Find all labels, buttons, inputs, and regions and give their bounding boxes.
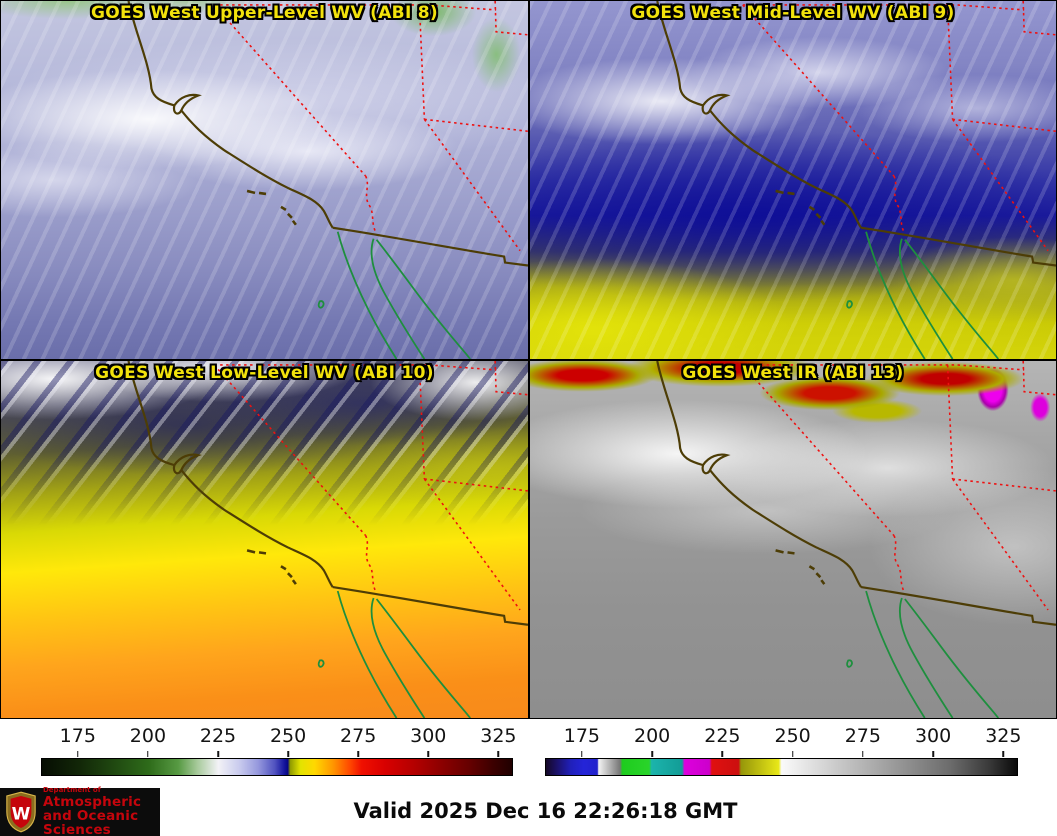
cloud-streak-texture bbox=[1, 361, 528, 526]
tick-label: 175 bbox=[563, 725, 601, 747]
tick-label: 175 bbox=[59, 725, 96, 747]
panel-low-level-wv: GOES West Low-Level WV (ABI 10) bbox=[0, 360, 529, 719]
tick-label: 225 bbox=[199, 725, 237, 747]
tick-label: 275 bbox=[844, 725, 881, 747]
map-overlay bbox=[127, 1, 528, 359]
ir-colorbar-tick-labels: 175 200 225 250 275 300 325 bbox=[545, 724, 1022, 751]
panel-mid-level-wv: GOES West Mid-Level WV (ABI 9) bbox=[529, 0, 1057, 360]
tick-label: 325 bbox=[480, 725, 517, 747]
panel-title-abi10: GOES West Low-Level WV (ABI 10) bbox=[95, 363, 434, 383]
panel-title-abi13: GOES West IR (ABI 13) bbox=[682, 363, 904, 383]
cloud-streak-texture bbox=[1, 1, 528, 359]
map-overlay bbox=[655, 1, 1056, 359]
panel-upper-level-wv: GOES West Upper-Level WV (ABI 8) bbox=[0, 0, 529, 360]
tick-label: 325 bbox=[985, 725, 1022, 747]
wv-colorbar-gradient bbox=[41, 758, 513, 776]
map-overlay bbox=[127, 361, 528, 718]
uw-crest-icon: W bbox=[6, 791, 36, 833]
panel-title-abi9: GOES West Mid-Level WV (ABI 9) bbox=[631, 3, 955, 23]
ir-colorbar: 175 200 225 250 275 300 325 bbox=[545, 724, 1022, 784]
tick-label: 200 bbox=[129, 725, 167, 747]
wv-colorbar-tick-labels: 175 200 225 250 275 300 325 bbox=[41, 724, 517, 751]
logo-text: Department of Atmospheric and Oceanic Sc… bbox=[43, 785, 160, 836]
ir-colorbar-gradient bbox=[545, 758, 1018, 776]
panel-infrared: GOES West IR (ABI 13) bbox=[529, 360, 1057, 719]
wv-colorbar-tickmarks bbox=[41, 751, 513, 758]
wv-colorbar: 175 200 225 250 275 300 325 bbox=[41, 724, 517, 784]
tick-label: 250 bbox=[269, 725, 307, 747]
valid-time-label: Valid 2025 Dec 16 22:26:18 GMT bbox=[353, 799, 738, 823]
logo-name-line2: and Oceanic Sciences bbox=[43, 808, 139, 836]
logo-name-line1: Atmospheric bbox=[43, 793, 142, 810]
tick-label: 200 bbox=[633, 725, 671, 747]
cloud-streak-texture bbox=[530, 1, 1056, 359]
tick-label: 300 bbox=[914, 725, 952, 747]
footer: W Department of Atmospheric and Oceanic … bbox=[0, 786, 1057, 836]
ir-colorbar-tickmarks bbox=[545, 751, 1018, 758]
map-overlay bbox=[655, 361, 1056, 718]
panel-title-abi8: GOES West Upper-Level WV (ABI 8) bbox=[90, 3, 438, 23]
tick-label: 250 bbox=[774, 725, 811, 747]
satellite-panel-grid: GOES West Upper-Level WV (ABI 8) GOES We… bbox=[0, 0, 1057, 719]
tick-label: 225 bbox=[704, 725, 741, 747]
tick-label: 275 bbox=[340, 725, 377, 747]
logo-dept-line: Department of bbox=[43, 785, 101, 794]
uw-aos-logo: W Department of Atmospheric and Oceanic … bbox=[0, 785, 160, 836]
crest-monogram: W bbox=[12, 805, 31, 825]
tick-label: 300 bbox=[410, 725, 447, 747]
colorbar-band: 175 200 225 250 275 300 325 175 200 225 … bbox=[0, 719, 1057, 786]
